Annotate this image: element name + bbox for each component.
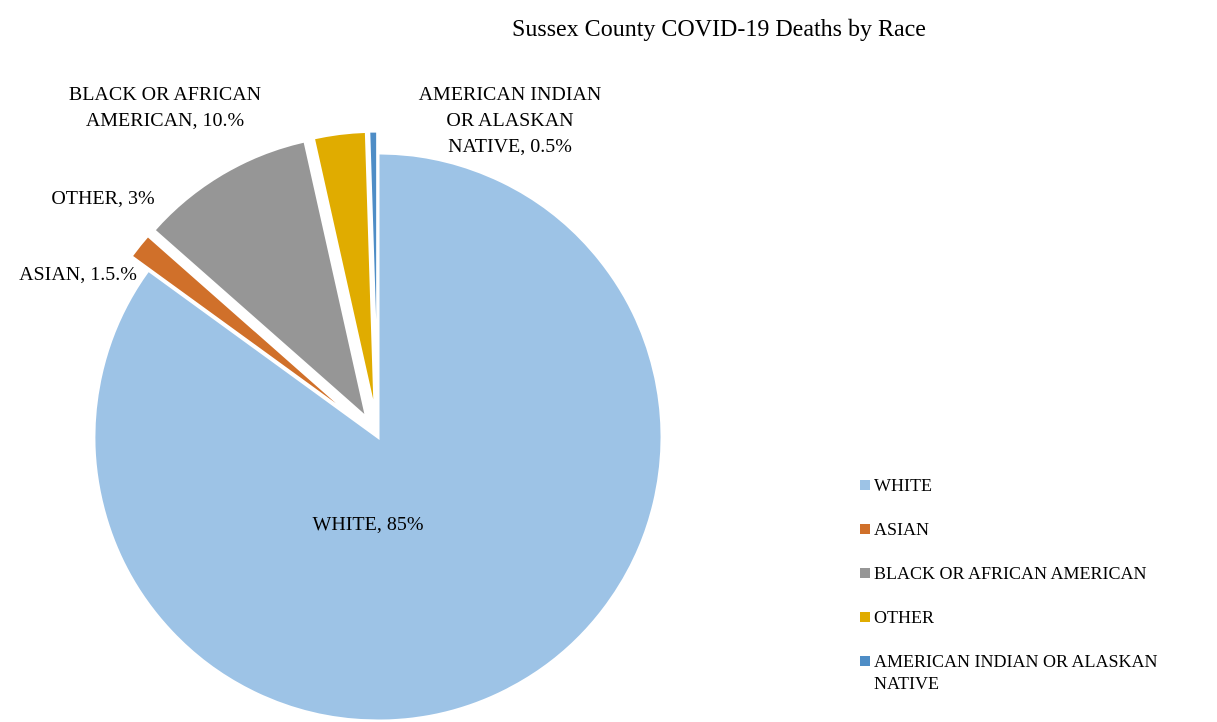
legend-label: WHITE [874, 475, 932, 495]
pie-slices [92, 129, 664, 722]
pie-slice-american-indian-or-alaskan-native [367, 129, 380, 416]
pie-slice-black-or-african-american [151, 139, 370, 423]
legend-label: OTHER [874, 607, 934, 627]
data-label-asian: ASIAN, 1.5.% [19, 263, 137, 285]
legend-item-other: OTHER [860, 606, 1210, 628]
data-label-white: WHITE, 85% [312, 513, 423, 535]
pie-slice-white [92, 151, 664, 722]
data-label-other: OTHER, 3% [51, 187, 154, 209]
data-label-american-indian-or-alaskan-native: AMERICAN INDIAN OR ALASKAN NATIVE, 0.5% [419, 83, 602, 157]
chart-title: Sussex County COVID-19 Deaths by Race [512, 16, 926, 42]
legend-item-asian: ASIAN [860, 518, 1210, 540]
legend-item-white: WHITE [860, 474, 1210, 496]
legend-swatch [860, 612, 870, 622]
pie-slice-asian [128, 233, 362, 425]
legend-label: ASIAN [874, 519, 930, 539]
legend-swatch [860, 524, 870, 534]
legend-swatch [860, 480, 870, 490]
legend-swatch [860, 656, 870, 666]
legend-swatch [860, 568, 870, 578]
legend: WHITE ASIAN BLACK OR AFRICAN AMERICAN OTHER… [860, 474, 1210, 716]
legend-label: BLACK OR AFRICAN AMERICAN [874, 563, 1147, 583]
data-label-black-or-african-american: BLACK OR AFRICAN AMERICAN, 10.% [69, 83, 261, 131]
pie-slice-other [311, 129, 377, 416]
legend-label: AMERICAN INDIAN OR ALASKAN NATIVE [874, 651, 1158, 693]
legend-item-american-indian-or-alaskan-native: AMERICAN INDIAN OR ALASKAN NATIVE [860, 650, 1210, 694]
data-labels: WHITE, 85% ASIAN, 1.5.% BLACK OR AFRICAN AM… [19, 83, 601, 535]
legend-item-black-or-african-american: BLACK OR AFRICAN AMERICAN [860, 562, 1210, 584]
